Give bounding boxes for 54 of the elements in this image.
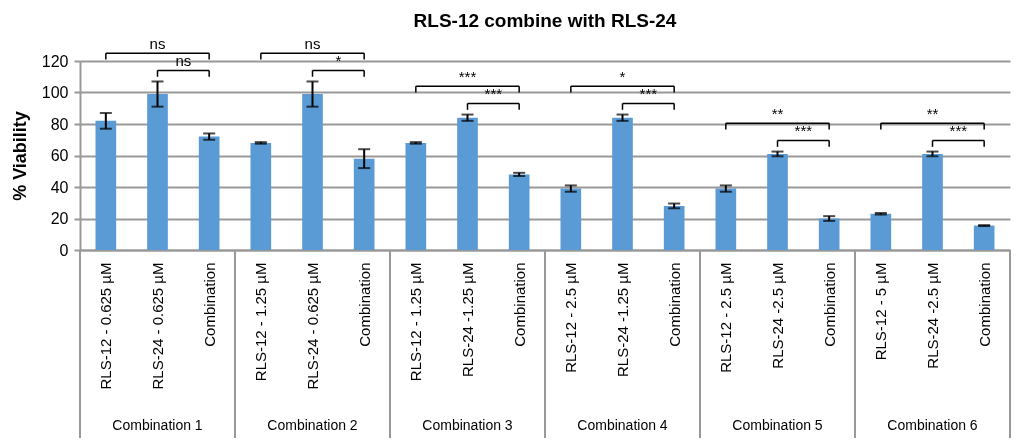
x-tick-label: RLS-24 -1.25 µM	[614, 262, 631, 378]
x-tick-label: RLS-24 - 0.625 µM	[304, 262, 321, 390]
annotation: *	[619, 67, 626, 85]
text: ns	[304, 34, 321, 52]
bar	[353, 158, 375, 250]
text: Combination 5	[732, 417, 823, 433]
annotation: **	[926, 104, 939, 122]
text: Combination 4	[577, 417, 668, 433]
bar	[95, 120, 117, 250]
x-tick-label: RLS-24 -1.25 µM	[459, 262, 476, 378]
y-tick-label: 100	[41, 84, 69, 101]
annotation: *	[335, 51, 342, 69]
annotation: ***	[639, 84, 658, 102]
annotation: ***	[794, 121, 813, 139]
text: Combination 6	[887, 417, 978, 433]
annotation: ***	[458, 67, 477, 85]
x-tick-label: RLS-12 - 1.25 µM	[252, 262, 270, 382]
annotation: **	[771, 104, 784, 122]
bar	[973, 225, 995, 250]
y-axis-title: % Viability	[9, 111, 30, 201]
x-tick-label: RLS-12 - 5 µM	[872, 262, 890, 361]
x-tick-label: RLS-24 - 0.625 µM	[149, 262, 166, 390]
x-tick-label: RLS-12 - 0.625 µM	[97, 262, 115, 390]
bar	[405, 142, 427, 250]
text: Combination 2	[267, 417, 358, 433]
y-tick-label: 120	[41, 52, 69, 70]
annotation: ns	[175, 51, 192, 69]
y-tick-label: 60	[50, 147, 69, 164]
bar	[508, 174, 530, 250]
bar	[147, 94, 168, 250]
x-tick-label: Combination	[975, 262, 993, 347]
x-tick-label: Combination	[200, 262, 218, 347]
bar	[870, 213, 892, 250]
y-tick-label: 0	[59, 241, 69, 259]
x-tick-label: RLS-12 - 2.5 µM	[717, 262, 735, 373]
x-tick-label: Combination	[355, 262, 373, 347]
y-tick-label: 20	[50, 210, 69, 227]
text: ns	[149, 34, 166, 52]
x-tick-label: Combination	[820, 262, 838, 347]
x-tick-label: RLS-24 -2.5 µM	[924, 262, 941, 369]
text: Combination 1	[112, 417, 203, 433]
chart-title: RLS-12 combine with RLS-24	[413, 9, 677, 31]
annotation: ***	[949, 121, 968, 139]
bar	[302, 94, 323, 250]
x-tick-label: Combination	[510, 262, 528, 347]
bar	[250, 142, 272, 250]
annotation: ***	[484, 84, 503, 102]
y-tick-label: 80	[50, 115, 69, 133]
x-tick-label: RLS-12 - 2.5 µM	[562, 262, 580, 373]
x-tick-label: Combination	[665, 262, 683, 347]
text: Combination 3	[422, 417, 513, 433]
y-tick-label: 40	[50, 178, 69, 196]
x-tick-label: RLS-12 - 1.25 µM	[407, 262, 425, 382]
x-tick-label: RLS-24 -2.5 µM	[769, 262, 786, 369]
